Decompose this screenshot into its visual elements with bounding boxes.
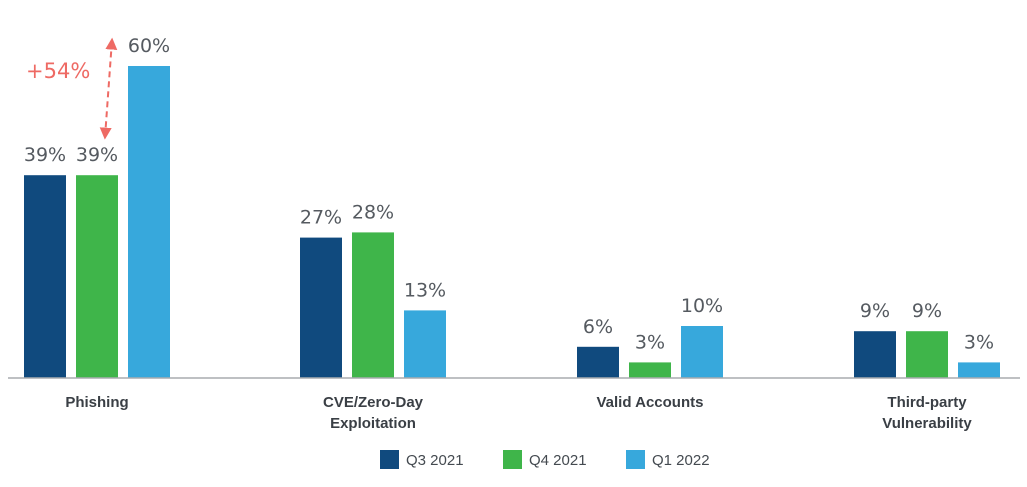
bar-valid-accounts-q3-2021 xyxy=(577,346,619,378)
value-label-cve-zero-day-exploitation-q4-2021: 28% xyxy=(352,201,394,223)
legend: Q3 2021 Q4 2021 Q1 2022 xyxy=(380,450,710,469)
value-label-valid-accounts-q4-2021: 3% xyxy=(635,331,665,353)
legend-swatch-q3-2021 xyxy=(380,450,399,469)
bars-layer xyxy=(24,66,1000,378)
category-label-cve-zero-day-exploitation: CVE/Zero-Day Exploitation xyxy=(323,394,424,432)
legend-label-q4-2021: Q4 2021 xyxy=(529,452,587,469)
bar-cve-zero-day-exploitation-q3-2021 xyxy=(300,237,342,378)
value-label-phishing-q4-2021: 39% xyxy=(76,144,118,166)
bar-valid-accounts-q1-2022 xyxy=(681,326,723,378)
value-label-phishing-q3-2021: 39% xyxy=(24,144,66,166)
bar-third-party-vulnerability-q3-2021 xyxy=(854,331,896,378)
value-label-third-party-vulnerability-q4-2021: 9% xyxy=(912,300,942,322)
category-label-phishing: Phishing xyxy=(65,394,128,411)
bar-cve-zero-day-exploitation-q4-2021 xyxy=(352,232,394,378)
category-labels-layer: Phishing CVE/Zero-Day Exploitation Valid Ac… xyxy=(65,394,972,432)
value-label-phishing-q1-2022: 60% xyxy=(128,35,170,57)
bar-phishing-q3-2021 xyxy=(24,175,66,378)
category-label-valid-accounts: Valid Accounts xyxy=(597,394,704,411)
bar-phishing-q1-2022 xyxy=(128,66,170,378)
legend-swatch-q1-2022 xyxy=(626,450,645,469)
value-label-valid-accounts-q1-2022: 10% xyxy=(681,295,723,317)
bar-valid-accounts-q4-2021 xyxy=(629,362,671,378)
value-label-valid-accounts-q3-2021: 6% xyxy=(583,316,613,338)
value-labels-layer: 39% 39% 60% 27% 28% 13% 6% 3% 10% 9% 9% 3% xyxy=(24,35,994,353)
value-label-third-party-vulnerability-q3-2021: 9% xyxy=(860,300,890,322)
growth-annotation: +54% xyxy=(26,37,118,140)
bar-cve-zero-day-exploitation-q1-2022 xyxy=(404,310,446,378)
bar-phishing-q4-2021 xyxy=(76,175,118,378)
legend-label-q1-2022: Q1 2022 xyxy=(652,452,710,469)
value-label-cve-zero-day-exploitation-q3-2021: 27% xyxy=(300,207,342,229)
legend-swatch-q4-2021 xyxy=(503,450,522,469)
bar-third-party-vulnerability-q4-2021 xyxy=(906,331,948,378)
annotation-label: +54% xyxy=(26,59,90,83)
value-label-third-party-vulnerability-q1-2022: 3% xyxy=(964,331,994,353)
annotation-arrow xyxy=(99,37,118,140)
category-label-third-party-vulnerability: Third-party Vulnerability xyxy=(882,394,972,432)
bar-third-party-vulnerability-q1-2022 xyxy=(958,362,1000,378)
legend-label-q3-2021: Q3 2021 xyxy=(406,452,464,469)
value-label-cve-zero-day-exploitation-q1-2022: 13% xyxy=(404,279,446,301)
